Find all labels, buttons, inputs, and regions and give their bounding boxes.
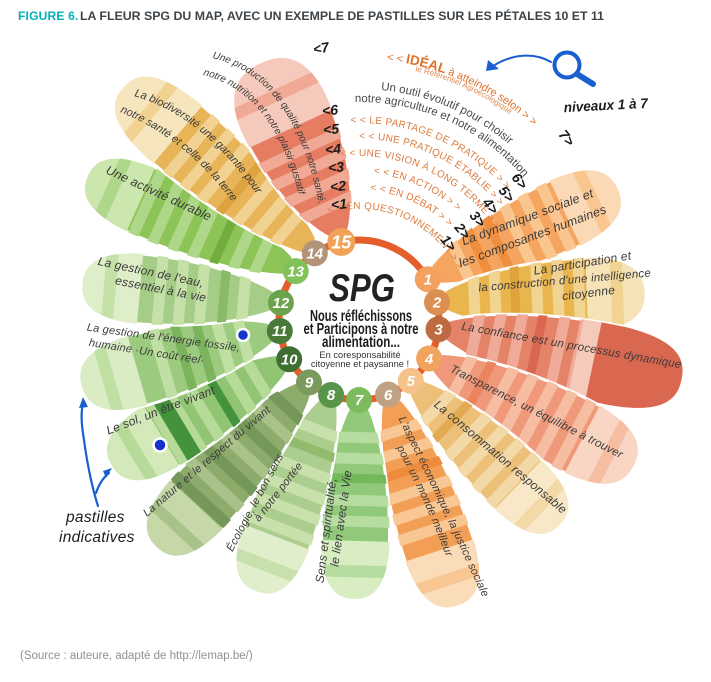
svg-text:FIGURE 6.: FIGURE 6. xyxy=(18,9,78,23)
svg-text:9: 9 xyxy=(305,375,314,392)
svg-text:3>: 3> xyxy=(467,208,490,231)
svg-text:SPG: SPG xyxy=(329,267,395,310)
svg-text:<3: <3 xyxy=(327,158,345,175)
svg-text:7: 7 xyxy=(355,392,364,409)
svg-text:citoyenne: citoyenne xyxy=(561,283,616,303)
svg-text:<6: <6 xyxy=(321,101,339,118)
svg-text:citoyenne et paysanne !: citoyenne et paysanne ! xyxy=(311,359,409,369)
svg-text:pastilles: pastilles xyxy=(65,509,125,526)
svg-text:13: 13 xyxy=(287,263,304,280)
svg-text:12: 12 xyxy=(273,295,290,312)
svg-text:Nous réfléchissons: Nous réfléchissons xyxy=(310,308,412,325)
svg-text:3: 3 xyxy=(434,321,443,338)
svg-text:LA FLEUR SPG DU MAP, AVEC UN E: LA FLEUR SPG DU MAP, AVEC UN EXEMPLE DE … xyxy=(80,8,604,23)
svg-text:1>: 1> xyxy=(438,232,461,255)
svg-text:(Source : auteure, adapté de h: (Source : auteure, adapté de http://lema… xyxy=(20,650,253,662)
svg-text:8: 8 xyxy=(327,387,336,404)
svg-text:et Participons à notre: et Participons à notre xyxy=(304,321,419,338)
svg-text:<5: <5 xyxy=(322,120,340,137)
svg-text:15: 15 xyxy=(331,232,352,252)
svg-text:11: 11 xyxy=(272,323,288,340)
svg-text:<1: <1 xyxy=(330,195,348,212)
svg-text:En coresponsabilité: En coresponsabilité xyxy=(319,350,400,360)
svg-text:6>: 6> xyxy=(509,170,532,193)
svg-text:1: 1 xyxy=(424,271,432,288)
svg-text:<4: <4 xyxy=(324,140,342,157)
svg-text:7>: 7> xyxy=(556,127,579,150)
svg-text:<2: <2 xyxy=(329,177,347,194)
svg-text:2: 2 xyxy=(432,295,442,312)
svg-text:14: 14 xyxy=(306,246,323,263)
svg-text:4: 4 xyxy=(424,351,434,368)
svg-text:6: 6 xyxy=(384,387,393,404)
svg-text:<7: <7 xyxy=(312,39,332,58)
svg-text:5>: 5> xyxy=(496,183,519,206)
svg-text:5: 5 xyxy=(407,373,416,390)
svg-text:alimentation...: alimentation... xyxy=(322,334,400,351)
svg-text:indicatives: indicatives xyxy=(59,529,135,546)
svg-text:10: 10 xyxy=(281,351,298,368)
svg-text:niveaux 1 à 7: niveaux 1 à 7 xyxy=(563,95,649,115)
